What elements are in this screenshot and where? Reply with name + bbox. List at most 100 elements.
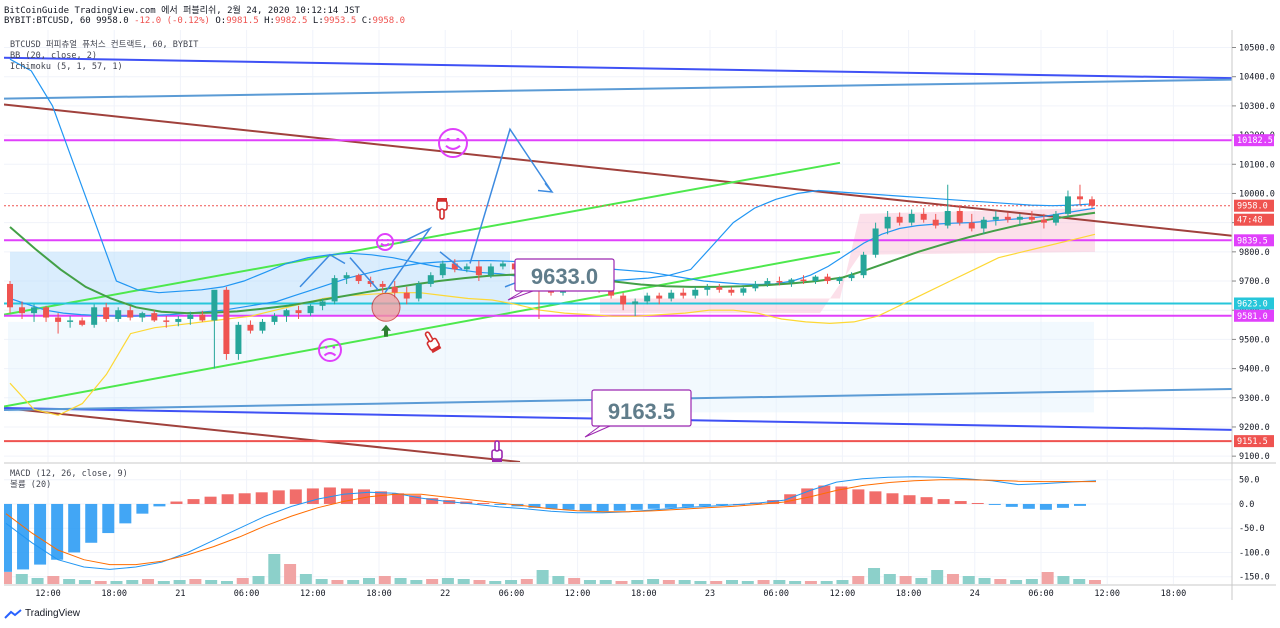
macd-histogram-bar <box>613 503 626 511</box>
callout-9163[interactable]: 9163.5 <box>584 389 692 438</box>
volume-bar <box>457 579 470 584</box>
candle <box>31 304 38 322</box>
candle <box>992 210 999 226</box>
price-tag-label: 9958.0 <box>1237 202 1268 212</box>
candle <box>764 278 771 287</box>
last-price: 9958.0 <box>96 16 129 26</box>
candle <box>932 213 939 229</box>
hand-cuff <box>492 459 502 462</box>
candle <box>824 273 831 284</box>
candle-body <box>487 266 494 276</box>
callout-9633[interactable]: 9633.0 <box>507 258 615 301</box>
candle <box>1076 184 1083 206</box>
macd-histogram-bar <box>34 503 47 565</box>
candle <box>391 281 398 299</box>
macd-histogram-bar <box>68 503 81 553</box>
macd-histogram-bar <box>119 503 132 524</box>
price-tick-label: 9700.0 <box>1239 277 1270 287</box>
candle-body <box>283 310 290 317</box>
volume-bar <box>820 581 833 584</box>
volume-bar <box>1073 579 1086 584</box>
candle <box>211 289 218 369</box>
candle-body <box>908 213 915 223</box>
macd-axis[interactable]: 50.0 0.0 -50.0 -100.0 -150.0 <box>1239 476 1270 583</box>
volume-bar <box>157 581 170 584</box>
candle <box>692 286 699 299</box>
volume-bar <box>252 576 265 584</box>
face-mouth <box>323 352 337 357</box>
volume-bar <box>331 580 344 584</box>
macd-histogram-bar <box>988 503 1001 505</box>
volume-bar <box>631 580 644 584</box>
candle-body <box>716 286 723 290</box>
price-tag: 9623.0 <box>1234 297 1274 310</box>
volume-bar <box>94 581 107 584</box>
price-axis[interactable]: 10500.010400.010300.010200.010100.010000… <box>1232 44 1275 463</box>
candle-body <box>884 216 891 229</box>
candle-body <box>163 320 170 322</box>
price-tag-label: 9623.0 <box>1237 300 1268 310</box>
tradingview-logo[interactable]: TradingView <box>4 608 80 619</box>
candle-body <box>127 310 134 318</box>
drawn-arrow <box>439 251 463 270</box>
face-outline <box>318 338 342 362</box>
volume-bar <box>378 576 391 584</box>
drawn-arrow <box>469 127 553 264</box>
price-tick-label: 10500.0 <box>1239 44 1275 54</box>
volume-bar <box>946 574 959 584</box>
candle-body <box>475 266 482 276</box>
macd-histogram-bar <box>835 486 848 504</box>
time-tick-label: 24 <box>970 589 980 599</box>
volume-bar <box>994 579 1007 584</box>
candle <box>43 305 50 322</box>
low-label: L: <box>312 16 324 26</box>
trendline-top-blue <box>4 56 1232 80</box>
pointing-up-hand-icon <box>491 440 503 462</box>
face-eye <box>456 137 460 142</box>
macd-histogram-bar <box>1056 503 1069 508</box>
main-drawings <box>4 56 1232 462</box>
candle-body <box>1004 216 1011 220</box>
face-outline <box>376 233 394 251</box>
ichimoku-cloud-red <box>600 208 1095 314</box>
candle-body <box>728 289 735 293</box>
candle <box>487 263 494 279</box>
candle-body <box>956 210 963 223</box>
price-tag-bg <box>1234 297 1274 310</box>
candle-body <box>55 317 62 322</box>
volume-bar <box>505 580 518 584</box>
volume-bar <box>1025 579 1038 584</box>
volume-bar <box>757 580 770 584</box>
candle-body <box>836 278 843 282</box>
macd-histogram-bar <box>1005 503 1018 507</box>
time-tick-label: 06:00 <box>499 589 525 599</box>
price-tag-bg <box>1234 234 1274 247</box>
volume-bar <box>189 579 202 584</box>
candle <box>475 260 482 282</box>
callout-box <box>591 389 692 427</box>
open-label: O: <box>215 16 227 26</box>
volume-bar <box>394 578 407 584</box>
candle <box>908 209 915 226</box>
candle <box>139 311 146 322</box>
candle-body <box>451 263 458 270</box>
candle-body <box>872 228 879 255</box>
candle-body <box>1052 213 1059 223</box>
candle <box>872 222 879 258</box>
candle-body <box>175 318 182 322</box>
volume-bar <box>205 580 218 584</box>
volume-bar <box>15 574 28 584</box>
candle-body <box>632 301 639 305</box>
volume-bar <box>868 568 881 584</box>
macd-tick-label: 50.0 <box>1239 476 1259 486</box>
time-axis[interactable]: 12:00 18:00 21 06:00 12:00 18:00 22 06:00 12:00 1… <box>35 589 1186 599</box>
candle <box>19 301 26 319</box>
price-tag-bg <box>1234 309 1274 322</box>
publish-info: BitCoinGuide TradingView.com 에서 퍼블리쉬, 2월… <box>4 6 360 16</box>
candle <box>439 260 446 279</box>
candle <box>163 316 170 328</box>
callouts[interactable]: 9633.0 9163.5 <box>507 258 692 438</box>
volume-bar <box>426 579 439 584</box>
time-tick-label: 06:00 <box>234 589 260 599</box>
